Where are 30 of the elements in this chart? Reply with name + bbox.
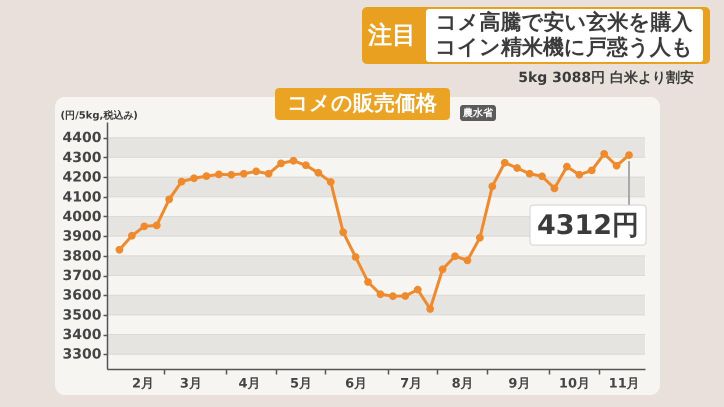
text: 注目 [367, 21, 416, 49]
y-tick-label: 4200 [62, 170, 102, 186]
x-tick-label: 4月 [238, 376, 261, 392]
x-tick-label: 2月 [132, 376, 154, 392]
y-tick-label: 3900 [62, 228, 102, 245]
y-tick-label: 3300 [62, 346, 102, 363]
x-tick-label: 11月 [608, 376, 640, 392]
x-tick-label: 9月 [508, 376, 530, 392]
x-tick-label: 3月 [180, 376, 202, 392]
y-tick-label: 4300 [62, 150, 102, 166]
chart-title: コメの販売価格 [287, 91, 438, 115]
text: コイン精米機に戸惑う人も [435, 35, 693, 59]
y-tick-label: 4100 [62, 189, 102, 206]
data-label: 4312円 [536, 210, 640, 242]
text: コメ高騰で安い玄米を購入 [436, 10, 694, 34]
y-tick-label: 4000 [62, 208, 102, 225]
y-tick-label: 3600 [62, 288, 102, 304]
x-tick-label: 6月 [345, 376, 368, 392]
y-tick-label: 4400 [62, 130, 102, 146]
y-tick-label: 3800 [62, 248, 102, 264]
y-tick-label: 3400 [62, 327, 102, 344]
y-tick-label: 3700 [62, 268, 102, 284]
x-tick-label: 5月 [290, 376, 312, 392]
y-axis-title: (円/5kg,税込み) [60, 110, 138, 122]
x-tick-label: 7月 [400, 376, 422, 392]
x-tick-label: 10月 [558, 376, 590, 392]
text: 5kg 3088円 白米より割安 [518, 69, 694, 86]
text: 農水省 [462, 107, 494, 119]
y-tick-label: 3500 [62, 307, 102, 324]
x-tick-label: 8月 [452, 376, 474, 392]
